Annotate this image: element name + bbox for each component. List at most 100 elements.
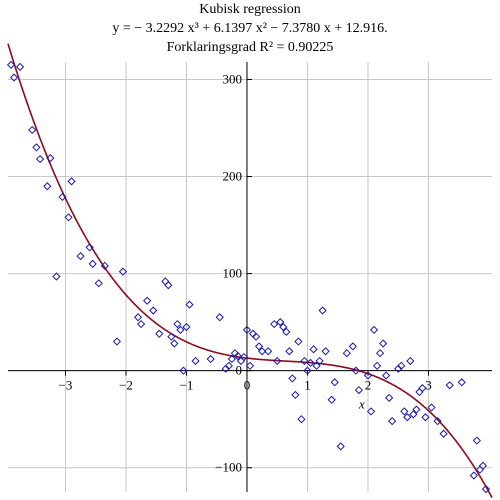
data-point [118,267,128,276]
data-point [270,319,279,329]
data-point [385,393,394,402]
data-point [303,366,312,375]
data-point [472,436,481,445]
data-point [85,243,94,252]
data-point [6,60,16,70]
data-point [279,322,288,332]
data-point [415,387,424,397]
data-point [445,381,454,390]
data-point [170,339,179,348]
data-point [76,252,85,261]
data-point [221,364,230,373]
data-point [264,347,273,356]
x-axis-label: x [358,397,365,412]
y-tick-label: 100 [222,266,242,281]
data-point [100,261,109,270]
data-point [46,153,55,163]
data-point [94,279,103,288]
data-point [58,192,67,202]
regression-curve-group [7,43,493,498]
x-tick-label: −2 [119,378,133,393]
data-point [233,352,243,361]
x-tick-label: −1 [180,378,194,393]
axes: −3 −2 −1 0 1 2 3 −100 0 100 200 300 x [8,62,492,492]
data-point [375,349,385,358]
data-point [354,385,364,395]
data-point [330,378,339,387]
data-point [412,405,421,414]
data-point [366,407,376,416]
data-point [382,371,391,380]
data-point [227,354,236,364]
data-point [388,417,397,426]
regression-curve [7,43,493,498]
y-tick-label: 0 [235,363,242,378]
data-point [136,319,146,329]
data-point [291,390,300,400]
data-point [179,366,188,375]
data-point [64,213,73,222]
data-point [276,318,285,327]
title-line-2: y = − 3.2292 x³ + 6.1397 x² − 7.3780 x +… [112,21,388,36]
data-point [28,125,37,135]
data-point [161,277,170,286]
x-tick-label: −3 [59,378,73,393]
data-point [406,356,415,366]
data-point [306,358,315,368]
data-point [143,296,152,305]
data-point [300,356,309,366]
data-point [254,342,264,351]
data-point [282,327,291,336]
data-point [35,154,45,164]
data-point [315,356,324,366]
data-point [191,356,200,366]
data-point [321,347,330,356]
data-point [112,337,122,346]
data-point [439,429,448,438]
data-point [369,325,379,335]
data-point [469,471,478,480]
data-point [182,322,191,332]
data-point [309,345,318,354]
data-point [9,73,19,82]
data-point [88,259,97,269]
y-tick-label: 200 [222,169,242,184]
data-point [418,384,427,393]
data-point [133,313,143,322]
data-point [351,366,360,375]
data-point [400,407,409,416]
x-tick-label: 1 [304,378,311,393]
data-point [297,415,306,424]
data-point [215,313,224,322]
x-tick-label: 0 [244,378,251,393]
data-point [239,352,249,362]
data-point [251,332,261,341]
data-point [327,395,336,404]
data-point [167,332,176,341]
title-line-3: Forklaringsgrad R² = 0.90225 [166,40,334,55]
data-point [273,356,282,366]
data-point [318,306,327,315]
y-tick-label: 300 [222,71,242,86]
data-point [336,442,345,451]
data-point [397,361,406,370]
data-point [312,361,321,370]
data-point [164,281,173,290]
data-point [378,339,388,348]
data-point [372,361,382,370]
data-point [245,361,255,370]
data-point [342,349,351,358]
data-point [433,417,442,426]
data-point [288,374,297,383]
data-point [52,272,61,281]
data-point [394,364,403,373]
data-point [206,354,215,364]
data-point [173,319,182,329]
data-point [421,413,430,422]
data-point [15,62,25,71]
data-point [427,403,436,412]
data-point [257,347,267,356]
data-point [32,143,41,152]
x-tick-label: 3 [425,378,432,393]
